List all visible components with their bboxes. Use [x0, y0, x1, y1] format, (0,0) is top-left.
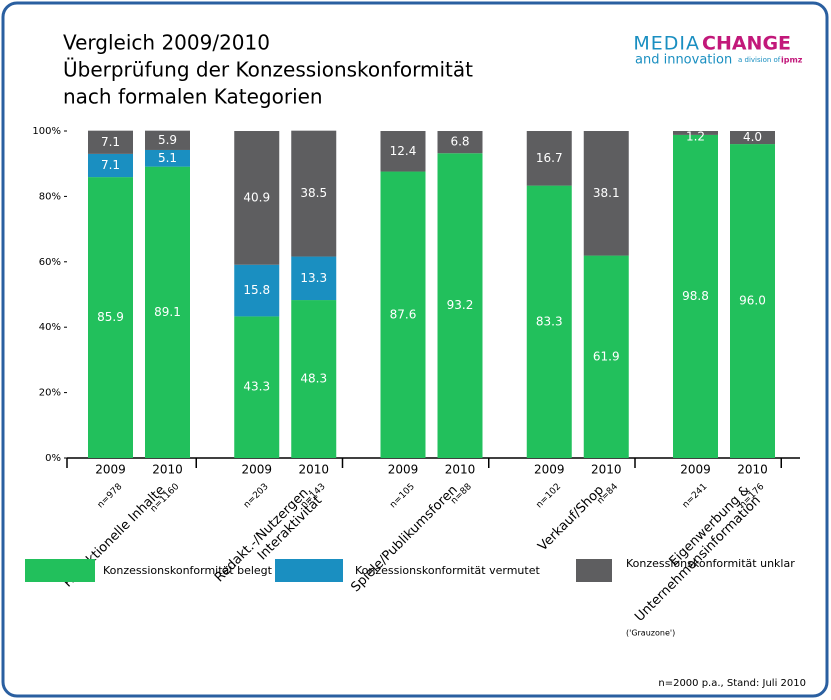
chart-title: Überprüfung der Konzessionskonformität [63, 58, 473, 82]
legend-swatch [576, 559, 612, 582]
x-tick-label: 2009 [680, 463, 711, 477]
logo-media: MEDIA [633, 33, 700, 55]
data-label: 5.9 [158, 133, 177, 147]
data-label: 5.1 [158, 151, 177, 165]
data-label: 87.6 [390, 307, 417, 321]
data-label: 85.9 [97, 310, 124, 324]
data-label: 12.4 [390, 144, 417, 158]
bar-segment [673, 131, 718, 135]
bar-segment [88, 130, 133, 154]
legend-swatch [25, 559, 95, 582]
data-label: 4.0 [743, 130, 762, 144]
y-tick-label: 80% [39, 191, 61, 202]
bar-segment [291, 300, 337, 458]
bar-segment [526, 131, 572, 186]
x-tick-label: 2009 [388, 463, 419, 477]
logo-change: CHANGE [702, 33, 791, 55]
bar-segment [380, 171, 426, 458]
footnote: n=2000 p.a., Stand: Juli 2010 [658, 678, 806, 689]
legend-label: Konzessionskonformität belegt [103, 564, 273, 577]
x-tick-label: 2010 [152, 463, 183, 477]
data-label: 98.8 [682, 289, 709, 303]
data-label: 38.1 [593, 186, 620, 200]
data-label: 6.8 [450, 135, 469, 149]
x-tick-label: 2010 [298, 463, 329, 477]
data-label: 83.3 [536, 314, 563, 328]
data-label: 38.5 [300, 186, 327, 200]
data-label: 16.7 [536, 151, 563, 165]
y-tick-label: 20% [39, 388, 61, 399]
data-label: 93.2 [447, 298, 474, 312]
data-label: 1.2 [686, 130, 705, 144]
data-label: 40.9 [243, 190, 270, 204]
bar-segment [583, 131, 629, 256]
x-tick-label: 2009 [95, 463, 126, 477]
bar-segment [526, 185, 572, 458]
bar-segment [437, 153, 483, 458]
bar-segment [583, 255, 629, 458]
bar-segment [234, 131, 280, 265]
logo-innovation: and innovation [635, 53, 732, 68]
x-tick-label: 2009 [534, 463, 565, 477]
x-tick-label: 2009 [241, 463, 272, 477]
legend-label: Konzessionskonformität vermutet [355, 564, 540, 577]
data-label: 7.1 [101, 158, 120, 172]
data-label: 89.1 [154, 305, 181, 319]
y-tick-label: 100% [32, 126, 61, 137]
bar-segment [88, 177, 133, 458]
data-label: 15.8 [243, 283, 270, 297]
chart-title: Vergleich 2009/2010 [63, 31, 270, 55]
bar-segment [673, 134, 718, 458]
y-tick-label: 0% [45, 453, 61, 464]
bar-segment [88, 153, 133, 178]
data-label: 7.1 [101, 135, 120, 149]
x-tick-label: 2010 [737, 463, 768, 477]
bar-segment [145, 149, 190, 167]
bar-segment [234, 316, 280, 458]
data-label: 96.0 [739, 294, 766, 308]
legend-swatch [275, 559, 343, 582]
bar-segment [145, 166, 190, 458]
chart-title: nach formalen Kategorien [63, 85, 323, 109]
bar-segment [730, 144, 775, 458]
logo-division: a division of [738, 56, 781, 64]
y-tick-label: 60% [39, 257, 61, 268]
x-tick-label: 2010 [445, 463, 476, 477]
data-label: 43.3 [243, 380, 270, 394]
y-tick-label: 40% [39, 322, 61, 333]
legend-label: Konzessionskonformität unklar [626, 557, 795, 570]
bar-segment [380, 131, 426, 172]
bar-segment [730, 131, 775, 145]
data-label: 48.3 [300, 372, 327, 386]
legend-note: ('Grauzone') [626, 629, 675, 638]
bar-segment [291, 256, 337, 301]
data-label: 61.9 [593, 349, 620, 363]
x-tick-label: 2010 [591, 463, 622, 477]
bar-segment [437, 131, 483, 154]
bar-segment [145, 130, 190, 150]
logo-ipmz: ipmz [781, 56, 803, 65]
data-label: 13.3 [300, 271, 327, 285]
bar-segment [234, 264, 280, 317]
bar-segment [291, 130, 337, 257]
